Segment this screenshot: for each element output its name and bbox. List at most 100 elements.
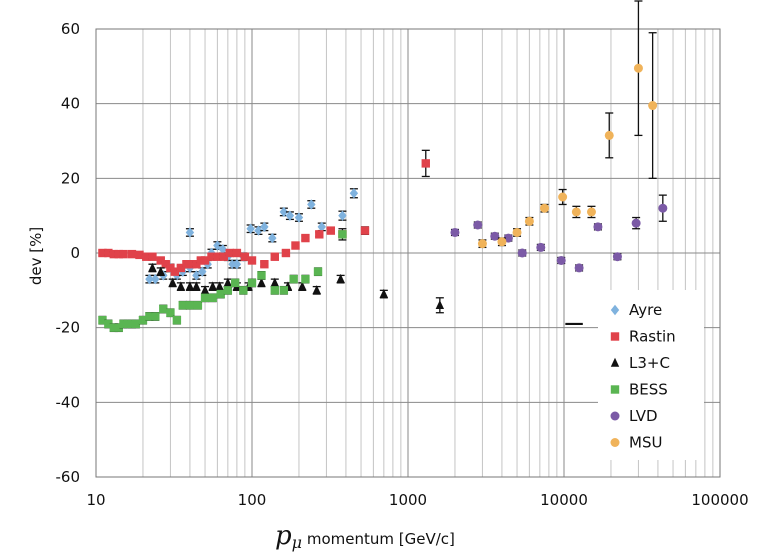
legend: Ayre Rastin L3+C BESS LVD MSU xyxy=(598,290,704,460)
data-point xyxy=(260,221,269,233)
data-point xyxy=(558,192,568,202)
data-point xyxy=(536,242,546,252)
data-point xyxy=(658,203,668,213)
data-point xyxy=(148,262,157,272)
data-point xyxy=(247,278,257,288)
data-point xyxy=(268,232,277,244)
y-tick-label: 60 xyxy=(61,20,80,38)
data-point xyxy=(490,231,500,241)
y-axis-label: dev [%] xyxy=(27,227,45,285)
data-point xyxy=(612,252,622,262)
data-point xyxy=(216,289,225,299)
data-point xyxy=(109,323,118,332)
x-tick-label: 100000 xyxy=(691,491,748,509)
data-point xyxy=(631,218,641,228)
data-point xyxy=(313,267,323,276)
legend-marker xyxy=(610,438,620,447)
data-point xyxy=(200,285,210,295)
data-point xyxy=(435,300,445,309)
data-point xyxy=(512,227,522,237)
data-point xyxy=(379,288,389,298)
data-point xyxy=(178,301,187,310)
legend-marker xyxy=(610,304,620,316)
data-point xyxy=(219,252,229,261)
data-point xyxy=(208,293,217,302)
data-point xyxy=(161,260,170,269)
x-axis-label-subscript: μ xyxy=(292,533,302,552)
data-point xyxy=(225,248,234,258)
data-point xyxy=(119,249,128,259)
series-lvd xyxy=(450,194,668,273)
x-tick-labels: 10 100 1000 10000 100000 xyxy=(86,491,748,509)
data-point xyxy=(360,226,370,235)
data-point xyxy=(187,260,196,269)
data-point xyxy=(213,240,222,251)
data-point xyxy=(239,286,248,295)
data-point xyxy=(119,319,128,329)
data-point xyxy=(114,249,123,259)
data-point xyxy=(104,319,113,329)
data-point xyxy=(317,221,326,233)
x-tick-label: 10000 xyxy=(540,491,588,509)
data-point xyxy=(176,263,186,273)
data-point xyxy=(166,263,175,273)
legend-item: LVD xyxy=(610,407,658,425)
data-point xyxy=(301,233,310,243)
data-point xyxy=(556,255,566,265)
data-point xyxy=(246,223,255,234)
data-point xyxy=(182,260,191,269)
data-point xyxy=(593,222,603,232)
data-point xyxy=(228,259,237,270)
data-point xyxy=(338,230,347,239)
data-point xyxy=(291,241,300,250)
data-point xyxy=(198,266,207,277)
data-point xyxy=(257,271,266,280)
y-tick-label: 20 xyxy=(61,169,80,187)
data-point xyxy=(257,277,266,287)
data-point xyxy=(185,281,195,291)
data-point xyxy=(127,249,137,259)
data-point xyxy=(260,260,269,269)
data-point xyxy=(104,248,113,258)
x-tick-label: 10 xyxy=(86,491,105,509)
legend-item: L3+C xyxy=(610,354,670,372)
data-point xyxy=(349,188,359,199)
data-point xyxy=(270,252,279,261)
legend-box xyxy=(598,290,704,460)
data-point xyxy=(281,248,291,258)
y-tick-label: -60 xyxy=(56,468,81,486)
data-point xyxy=(135,250,144,260)
legend-marker xyxy=(610,411,620,421)
data-point xyxy=(571,207,581,217)
series-msu xyxy=(477,0,658,249)
data-point xyxy=(586,207,596,217)
legend-label: Rastin xyxy=(629,328,676,346)
data-point xyxy=(270,277,279,287)
legend-label: MSU xyxy=(629,434,662,452)
data-point xyxy=(312,285,321,295)
data-point xyxy=(223,277,233,287)
data-point xyxy=(192,260,201,269)
data-point xyxy=(450,227,460,237)
legend-item: BESS xyxy=(610,381,668,399)
data-point xyxy=(307,199,316,210)
data-point xyxy=(192,270,201,281)
data-point xyxy=(200,293,210,302)
data-point xyxy=(240,252,250,261)
data-point xyxy=(648,101,658,111)
y-tick-label: -40 xyxy=(56,393,81,411)
legend-marker xyxy=(610,357,620,367)
data-point xyxy=(254,225,263,236)
data-marks xyxy=(98,0,668,333)
data-point xyxy=(192,281,201,291)
data-point xyxy=(208,281,217,291)
data-point xyxy=(148,252,157,261)
data-point xyxy=(326,226,336,235)
data-point xyxy=(151,312,160,321)
x-axis-label: pμ momentum [GeV/c] xyxy=(275,521,455,552)
data-point xyxy=(421,159,430,168)
data-point xyxy=(218,244,228,255)
x-tick-label: 100 xyxy=(238,491,267,509)
data-point xyxy=(232,248,242,258)
